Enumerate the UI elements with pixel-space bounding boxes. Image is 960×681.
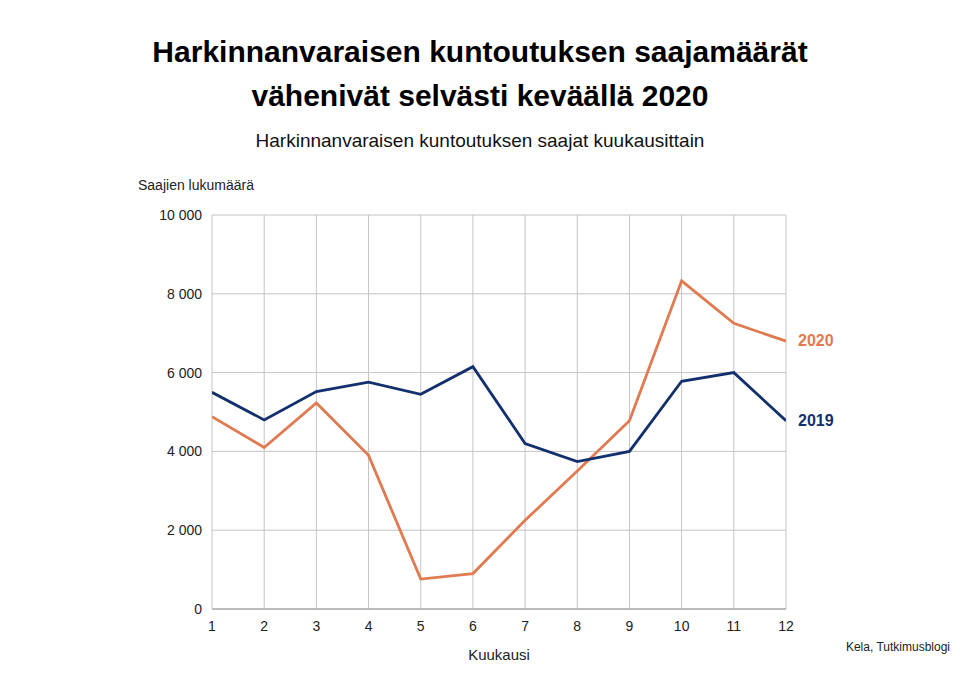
- svg-text:6: 6: [469, 618, 477, 634]
- svg-text:12: 12: [778, 618, 794, 634]
- svg-text:2019: 2019: [798, 412, 834, 429]
- html-text:Harkinnanvaraisen kuntoutuksen: Harkinnanvaraisen kuntoutuksen saajamäär…: [152, 35, 808, 112]
- svg-text:4 000: 4 000: [167, 443, 202, 459]
- svg-text:11: 11: [727, 618, 742, 634]
- svg-text:6 000: 6 000: [167, 365, 202, 381]
- html-text:Saajien lukumäärä: Saajien lukumäärä: [138, 177, 254, 193]
- html-text:Harkinnanvaraisen kuntoutuksen: Harkinnanvaraisen kuntoutuksen saajat ku…: [255, 130, 705, 151]
- svg-text:5: 5: [417, 618, 425, 634]
- svg-text:3: 3: [312, 618, 320, 634]
- svg-text:8 000: 8 000: [167, 286, 202, 302]
- svg-text:1: 1: [208, 618, 216, 634]
- svg-text:2020: 2020: [798, 332, 834, 349]
- svg-text:0: 0: [194, 601, 202, 617]
- svg-text:2 000: 2 000: [167, 522, 202, 538]
- html-text:Kuukausi: Kuukausi: [468, 646, 530, 663]
- svg-text:10: 10: [674, 618, 690, 634]
- svg-text:9: 9: [626, 618, 634, 634]
- svg-text:4: 4: [365, 618, 373, 634]
- svg-text:2: 2: [260, 618, 268, 634]
- svg-text:7: 7: [521, 618, 529, 634]
- svg-text:8: 8: [573, 618, 581, 634]
- svg-text:10 000: 10 000: [159, 207, 202, 223]
- html-text:Kela, Tutkimusblogi: Kela, Tutkimusblogi: [845, 640, 950, 654]
